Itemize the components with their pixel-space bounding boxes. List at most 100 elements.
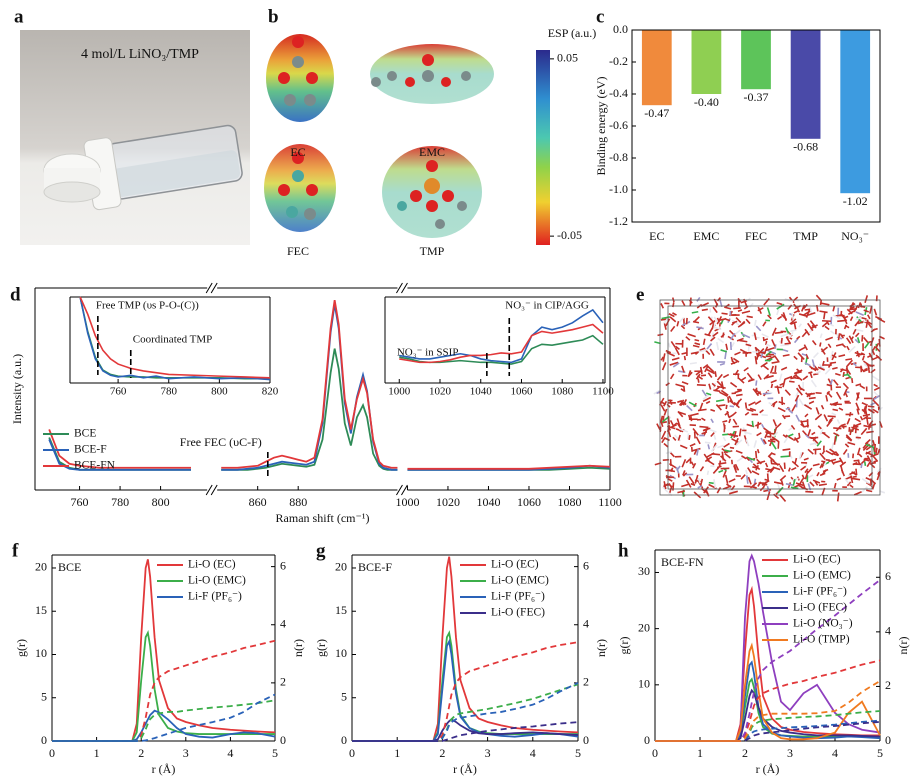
md-bond	[777, 407, 786, 413]
md-bond	[866, 489, 873, 493]
md-bond	[747, 476, 752, 485]
md-bond	[732, 418, 738, 425]
md-bond	[741, 310, 751, 314]
md-bond	[722, 420, 728, 423]
series-line	[655, 642, 881, 742]
md-bond	[791, 312, 795, 321]
legend-label: Li-O (EC)	[491, 559, 539, 571]
md-bond	[832, 305, 836, 312]
md-bond	[836, 492, 840, 502]
md-bond	[754, 388, 762, 396]
md-bond	[734, 369, 739, 376]
md-bond	[790, 329, 797, 333]
md-bond	[706, 365, 715, 373]
md-bond	[749, 459, 754, 464]
md-bond	[812, 352, 819, 359]
y2-tick-label: 6	[583, 558, 589, 572]
md-bond	[859, 384, 866, 390]
md-bond	[796, 335, 801, 340]
md-bond	[846, 481, 852, 487]
md-bond	[741, 333, 751, 339]
md-bond	[869, 463, 876, 469]
md-bond	[668, 313, 675, 318]
md-bond	[754, 346, 760, 352]
md-bond	[739, 348, 749, 355]
md-bond	[718, 469, 724, 473]
md-bond	[843, 388, 848, 396]
x-tick-label: 2	[439, 746, 445, 760]
series-line	[79, 296, 271, 381]
md-bond	[737, 309, 743, 313]
md-bond	[718, 404, 726, 407]
md-bond	[765, 347, 775, 352]
md-bond	[787, 467, 791, 472]
x-tick-label: 5	[575, 746, 581, 760]
md-bond	[713, 479, 717, 489]
x-tick-label: 1000	[388, 386, 411, 398]
md-bond	[690, 461, 695, 466]
md-bond	[855, 383, 862, 387]
md-bond	[842, 371, 845, 378]
md-bond	[822, 432, 831, 439]
y-axis-label: Binding energy (eV)	[594, 76, 608, 175]
legend-label: Li-F (PF₆⁻)	[188, 591, 242, 603]
x-axis-label: r (Å)	[756, 762, 780, 776]
md-bond	[681, 458, 687, 468]
md-bond	[823, 312, 826, 320]
md-bond	[875, 447, 878, 454]
md-bond	[803, 457, 809, 461]
md-bond	[782, 312, 787, 322]
md-bond	[845, 358, 853, 361]
md-bond	[751, 470, 760, 476]
colorbar	[536, 50, 550, 245]
y-tick-label: 15	[35, 603, 47, 617]
md-bond	[864, 341, 870, 349]
md-bond	[667, 429, 672, 438]
md-bond	[715, 326, 722, 331]
md-bond	[726, 483, 732, 488]
md-bond	[715, 399, 725, 403]
legend-label: BCE-FN	[74, 460, 116, 472]
x-tick-label: FEC	[745, 229, 767, 243]
md-bond	[833, 459, 843, 464]
legend-label: Li-O (EMC)	[188, 575, 246, 587]
md-bond	[724, 306, 732, 310]
md-bond	[685, 479, 692, 488]
md-bond	[682, 472, 688, 477]
md-bond	[829, 417, 834, 422]
md-bond	[779, 464, 785, 473]
md-bond	[696, 448, 699, 456]
md-bond	[672, 436, 677, 441]
value-label: -0.40	[694, 95, 719, 109]
y-tick-label: -0.2	[609, 54, 628, 68]
md-bond	[725, 318, 731, 322]
x-tick-label: 1020	[429, 386, 452, 398]
md-bond	[714, 371, 717, 377]
md-bond	[731, 434, 739, 438]
md-bond	[846, 345, 850, 351]
md-bond	[749, 407, 757, 412]
md-bond	[805, 353, 809, 360]
md-bond	[849, 471, 856, 476]
y2-tick-label: 6	[280, 558, 286, 572]
md-bond	[835, 391, 842, 400]
md-bond	[845, 337, 852, 345]
y2-tick-label: 2	[583, 675, 589, 689]
md-bond	[809, 320, 816, 327]
md-bond	[768, 353, 775, 356]
md-bond	[681, 300, 686, 307]
md-bond	[781, 414, 786, 420]
x-tick-label: 760	[110, 386, 127, 398]
md-bond	[724, 449, 731, 453]
panel-label: c	[596, 6, 604, 27]
y-tick-label: 0	[644, 733, 650, 747]
md-bond	[873, 386, 880, 391]
md-bond	[838, 457, 844, 465]
md-bond	[713, 389, 721, 393]
md-bond	[790, 424, 796, 430]
md-bond	[819, 463, 823, 469]
md-bond	[729, 381, 738, 388]
md-bond	[871, 349, 876, 356]
md-bond	[708, 481, 714, 485]
md-bond	[832, 314, 841, 320]
